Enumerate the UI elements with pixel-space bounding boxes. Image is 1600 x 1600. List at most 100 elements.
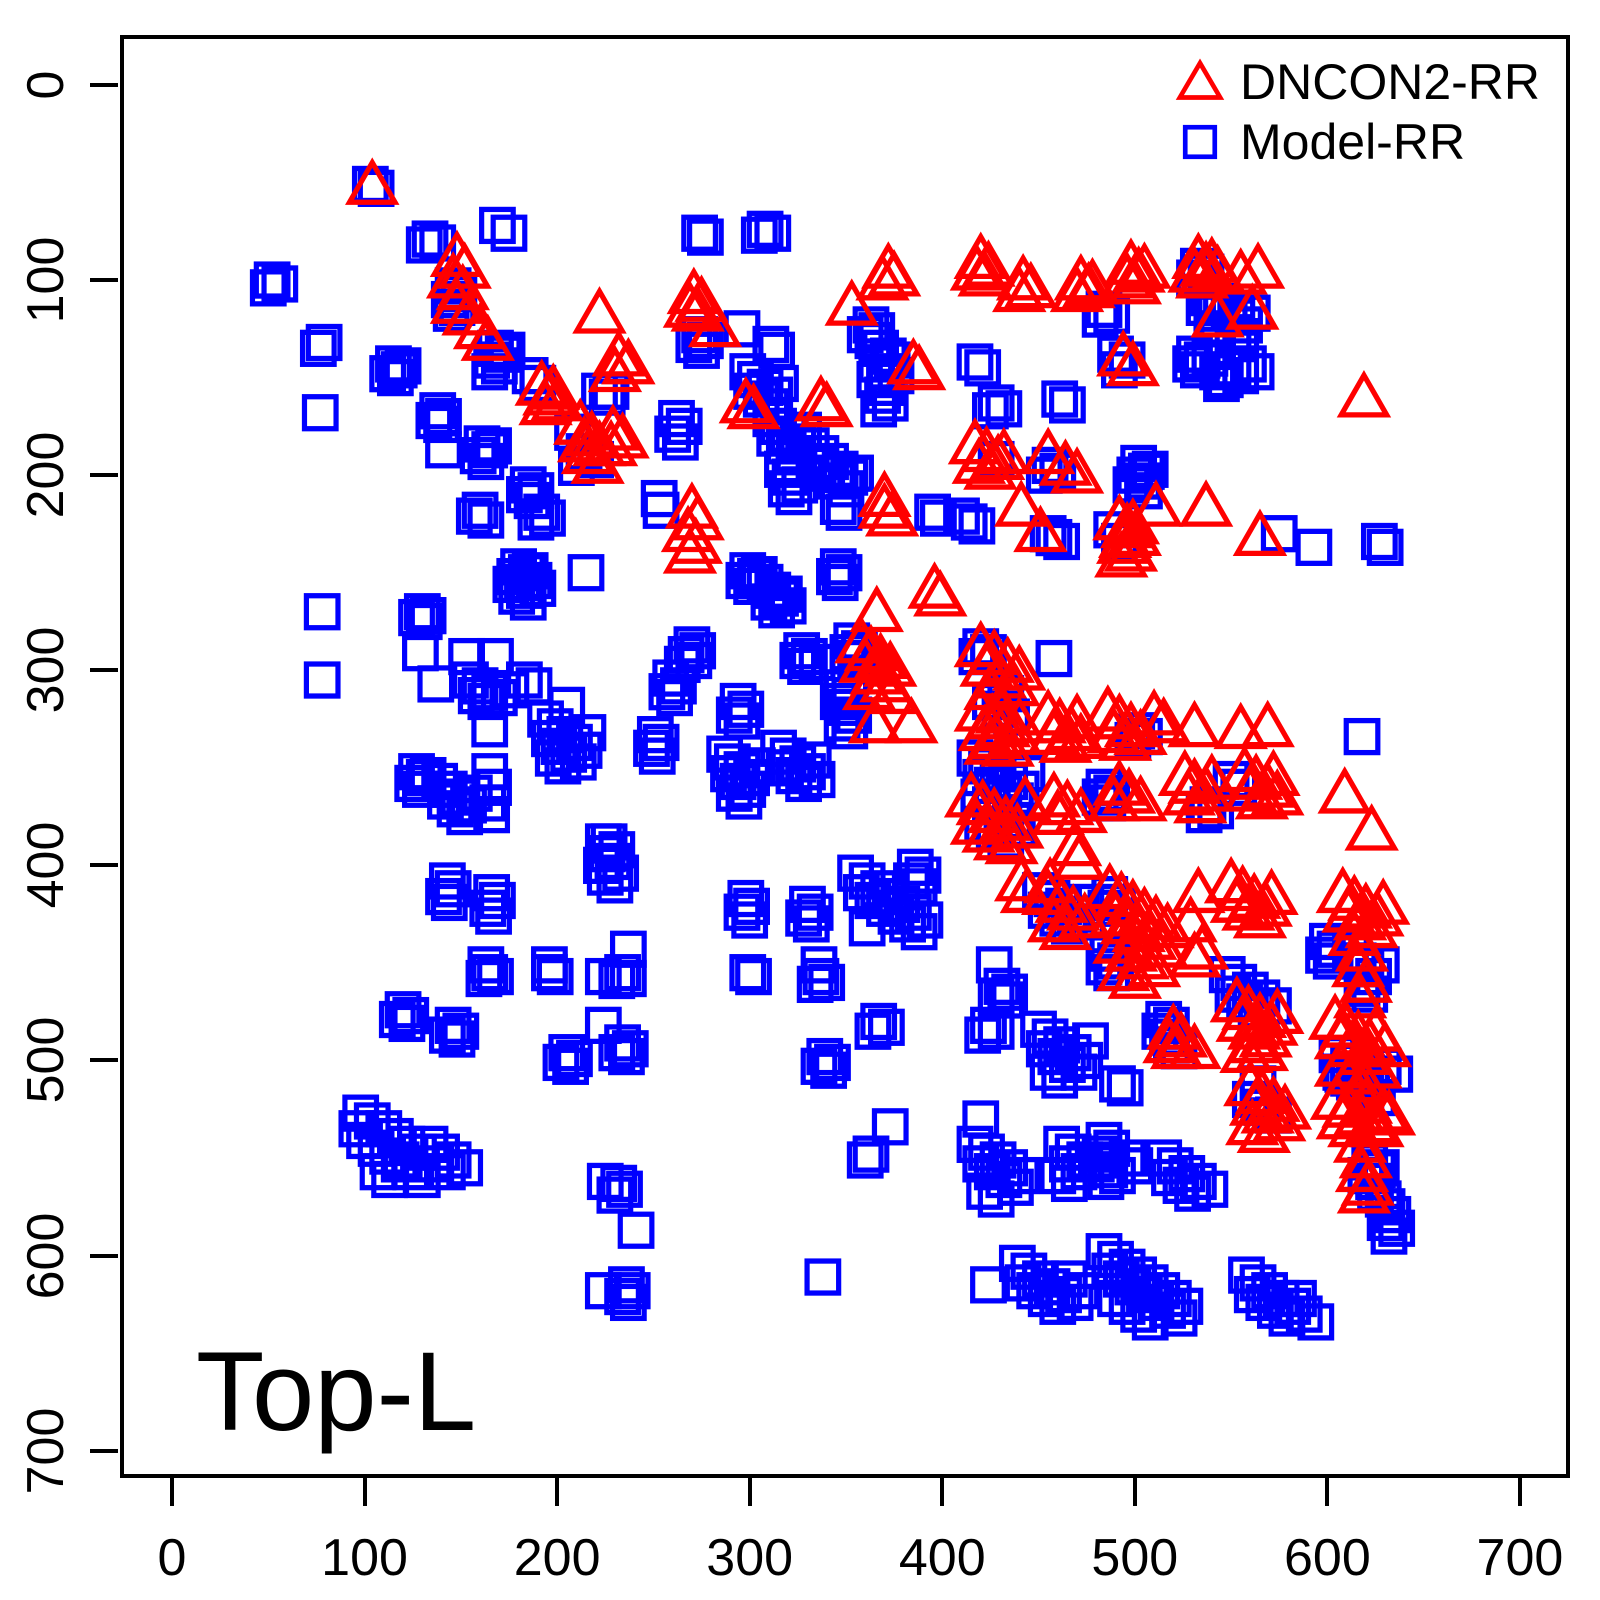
square-marker xyxy=(794,741,832,779)
triangle-marker xyxy=(1350,1099,1405,1148)
square-marker xyxy=(1062,1272,1100,1310)
triangle-marker xyxy=(1307,992,1363,1040)
square-marker xyxy=(1041,1061,1079,1099)
triangle-marker xyxy=(1250,986,1305,1035)
square-marker xyxy=(1035,518,1073,557)
square-marker xyxy=(608,1037,645,1076)
triangle-marker xyxy=(1213,247,1268,295)
triangle-marker xyxy=(884,695,939,744)
triangle-marker xyxy=(1161,768,1216,816)
square-marker xyxy=(523,493,561,531)
x-axis-tick-label: 300 xyxy=(706,1529,794,1587)
y-axis-tick-label: 500 xyxy=(17,1017,75,1104)
triangle-marker xyxy=(1315,865,1371,914)
triangle-marker xyxy=(1020,688,1076,736)
square-marker xyxy=(517,503,555,541)
triangle-marker xyxy=(1338,955,1394,1003)
triangle-marker xyxy=(1209,875,1265,923)
triangle-marker xyxy=(1355,1084,1411,1132)
triangle-marker xyxy=(1049,446,1105,494)
triangle-marker xyxy=(572,286,627,334)
square-marker xyxy=(769,587,807,625)
triangle-marker xyxy=(1321,885,1376,933)
triangle-marker xyxy=(429,276,485,324)
triangle-marker xyxy=(583,418,639,467)
square-marker xyxy=(253,261,291,299)
triangle-marker xyxy=(1051,832,1107,880)
triangle-marker xyxy=(1065,256,1120,305)
triangle-marker xyxy=(949,243,1005,291)
square-marker xyxy=(303,593,341,631)
square-marker xyxy=(746,210,784,248)
square-marker xyxy=(821,563,859,602)
square-marker xyxy=(261,265,299,303)
square-marker xyxy=(819,487,857,526)
triangle-marker xyxy=(526,362,581,410)
square-marker xyxy=(430,883,468,922)
square-marker xyxy=(731,901,769,939)
triangle-marker xyxy=(1097,510,1153,558)
square-marker xyxy=(378,1000,416,1039)
triangle-marker xyxy=(1049,264,1105,313)
square-marker xyxy=(1360,522,1398,561)
square-marker xyxy=(425,877,462,916)
square-marker xyxy=(638,737,676,775)
square-marker xyxy=(1099,1065,1136,1103)
square-marker xyxy=(596,1176,634,1214)
triangle-marker xyxy=(1128,479,1184,527)
triangle-marker xyxy=(1313,1011,1369,1060)
triangle-marker xyxy=(963,442,1018,490)
square-marker xyxy=(762,364,799,403)
square-marker xyxy=(411,220,449,258)
triangle-marker xyxy=(591,329,646,377)
triangle-marker xyxy=(992,264,1047,313)
y-axis-tick xyxy=(90,863,118,868)
square-marker xyxy=(1203,364,1240,403)
plot-border-box xyxy=(120,35,1570,1478)
square-marker xyxy=(660,667,697,705)
triangle-marker xyxy=(1173,775,1228,824)
square-marker xyxy=(338,1110,376,1148)
square-marker xyxy=(681,214,719,252)
triangle-marker xyxy=(1105,338,1161,387)
square-marker xyxy=(889,905,926,943)
triangle-marker xyxy=(1225,282,1280,330)
square-marker xyxy=(384,347,422,385)
square-marker xyxy=(1237,353,1275,391)
square-marker xyxy=(398,598,435,637)
square-marker xyxy=(598,961,636,1000)
triangle-marker xyxy=(984,816,1039,865)
triangle-marker xyxy=(718,375,774,424)
series-dncon2-rr xyxy=(345,157,1417,1214)
square-marker xyxy=(492,671,530,709)
triangle-marker xyxy=(864,666,920,715)
y-axis-tick-label: 100 xyxy=(17,236,75,324)
triangle-marker xyxy=(997,773,1053,822)
triangle-marker xyxy=(913,569,968,617)
triangle-marker xyxy=(834,615,889,664)
square-marker xyxy=(604,1277,641,1316)
square-marker xyxy=(964,1016,1002,1054)
square-marker xyxy=(380,351,418,389)
triangle-marker xyxy=(1040,777,1095,826)
triangle-marker xyxy=(1107,951,1163,999)
x-axis-tick xyxy=(747,1478,752,1506)
triangle-marker xyxy=(1240,699,1295,748)
square-marker xyxy=(1029,1053,1067,1091)
square-marker xyxy=(1174,1174,1211,1212)
triangle-marker xyxy=(1103,237,1159,285)
square-marker xyxy=(779,641,817,680)
triangle-marker xyxy=(1317,766,1372,814)
triangle-marker xyxy=(1190,290,1245,338)
square-marker xyxy=(1041,380,1079,418)
square-marker xyxy=(1370,1217,1408,1255)
square-marker xyxy=(249,269,287,307)
square-marker xyxy=(1049,386,1086,424)
square-marker xyxy=(860,390,898,428)
square-marker xyxy=(823,704,861,742)
square-marker xyxy=(1050,1164,1088,1203)
triangle-marker xyxy=(587,344,643,393)
triangle-marker xyxy=(1038,438,1093,486)
square-marker xyxy=(1160,1299,1198,1337)
